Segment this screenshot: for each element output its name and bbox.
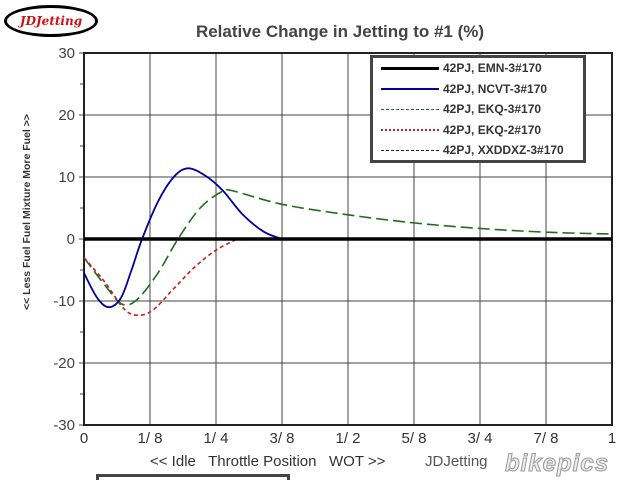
- legend-label: 42PJ, EKQ-2#170: [443, 122, 542, 137]
- x-axis-label: << Idle Throttle Position WOT >>: [150, 453, 386, 470]
- x-tick-label: 1/ 4: [203, 430, 228, 447]
- jdjetting-logo: JDJetting: [4, 5, 98, 37]
- watermark: bikepics: [504, 450, 610, 477]
- legend-item: 42PJ, EKQ-3#170: [381, 99, 583, 120]
- legend-swatch: [381, 128, 439, 131]
- legend-swatch: [381, 66, 439, 70]
- legend-item: 42PJ, XXDDXZ-3#170: [381, 140, 583, 161]
- x-tick-label: 3/ 8: [269, 430, 294, 447]
- series-line-42pj-ekq-2-170: [83, 238, 238, 317]
- logo-text: JDJetting: [19, 14, 83, 28]
- x-tick-label: 1: [608, 430, 616, 447]
- y-tick-label: 20: [58, 107, 75, 124]
- y-tick-label: 0: [67, 231, 75, 248]
- y-tick-label: 10: [58, 169, 75, 186]
- legend-swatch: [381, 149, 439, 151]
- legend-swatch: [381, 87, 439, 90]
- x-tick-label: 5/ 8: [401, 430, 426, 447]
- legend-swatch: [381, 108, 439, 110]
- series-line-42pj-ekq-3-170: [83, 188, 613, 306]
- bottom-box: [96, 474, 290, 480]
- legend-item: 42PJ, NCVT-3#170: [381, 79, 583, 100]
- legend-label: 42PJ, EKQ-3#170: [443, 102, 542, 117]
- series-line-42pj-ncvt-3-170: [83, 167, 283, 309]
- x-tick-label: 3/ 4: [467, 430, 492, 447]
- legend-item: 42PJ, EKQ-2#170: [381, 120, 583, 141]
- legend-item: 42PJ, EMN-3#170: [381, 58, 583, 79]
- y-tick-label: -30: [53, 417, 75, 434]
- legend-label: 42PJ, EMN-3#170: [443, 61, 542, 76]
- x-tick-label: 7/ 8: [533, 430, 558, 447]
- legend-label: 42PJ, NCVT-3#170: [443, 81, 548, 96]
- y-tick-label: -10: [53, 293, 75, 310]
- legend-label: 42PJ, XXDDXZ-3#170: [443, 143, 564, 158]
- y-tick-label: 30: [58, 45, 75, 62]
- watermark-credit: JDJetting: [425, 453, 488, 470]
- x-tick-label: 1/ 2: [335, 430, 360, 447]
- y-tick-label: -20: [53, 355, 75, 372]
- x-tick-label: 0: [80, 430, 88, 447]
- x-tick-label: 1/ 8: [137, 430, 162, 447]
- y-axis-label: << Less Fuel Fuel Mixture More Fuel >>: [21, 113, 33, 311]
- legend: 42PJ, EMN-3#170 42PJ, NCVT-3#170 42PJ, E…: [370, 55, 586, 163]
- chart-title: Relative Change in Jetting to #1 (%): [195, 22, 485, 41]
